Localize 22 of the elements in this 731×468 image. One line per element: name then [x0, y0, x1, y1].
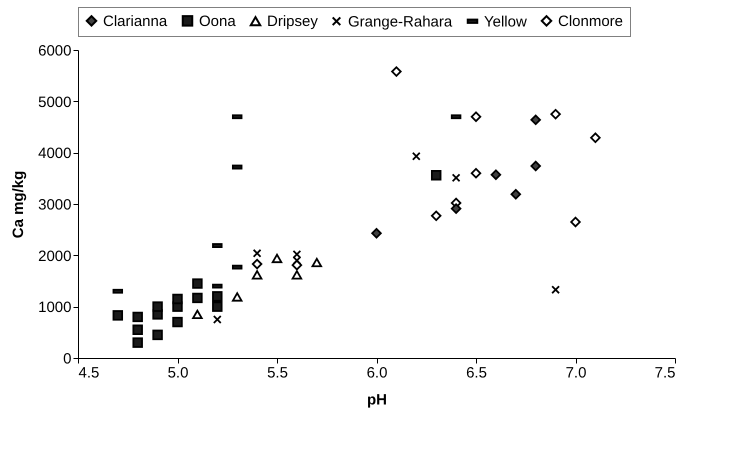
legend-label: Dripsey	[267, 13, 318, 30]
y-tick-label: 2000	[38, 248, 72, 265]
y-tick-label: 3000	[38, 196, 72, 214]
legend-label: Clarianna	[103, 12, 168, 30]
legend-label: Yellow	[484, 13, 527, 30]
x-tick-label: 6.0	[366, 364, 388, 382]
legend-label: Grange-Rahara	[348, 13, 453, 30]
y-tick-label: 0	[63, 350, 72, 368]
y-tick-label: 1000	[38, 299, 72, 316]
x-tick-label: 7.0	[566, 364, 586, 382]
y-tick-label: 4000	[38, 145, 72, 162]
legend-label: Clonmore	[558, 12, 624, 30]
y-axis-title: Ca mg/kg	[10, 170, 28, 238]
legend-label: Oona	[199, 12, 236, 30]
x-tick-label: 7.5	[654, 364, 676, 382]
x-axis-title: pH	[367, 392, 387, 408]
x-tick-label: 6.5	[466, 364, 487, 382]
x-tick-label: 4.5	[78, 364, 100, 382]
x-tick-label: 5.5	[267, 364, 288, 382]
y-tick-label: 5000	[38, 94, 72, 111]
x-tick-label: 5.0	[168, 364, 188, 382]
y-tick-label: 6000	[38, 42, 72, 60]
